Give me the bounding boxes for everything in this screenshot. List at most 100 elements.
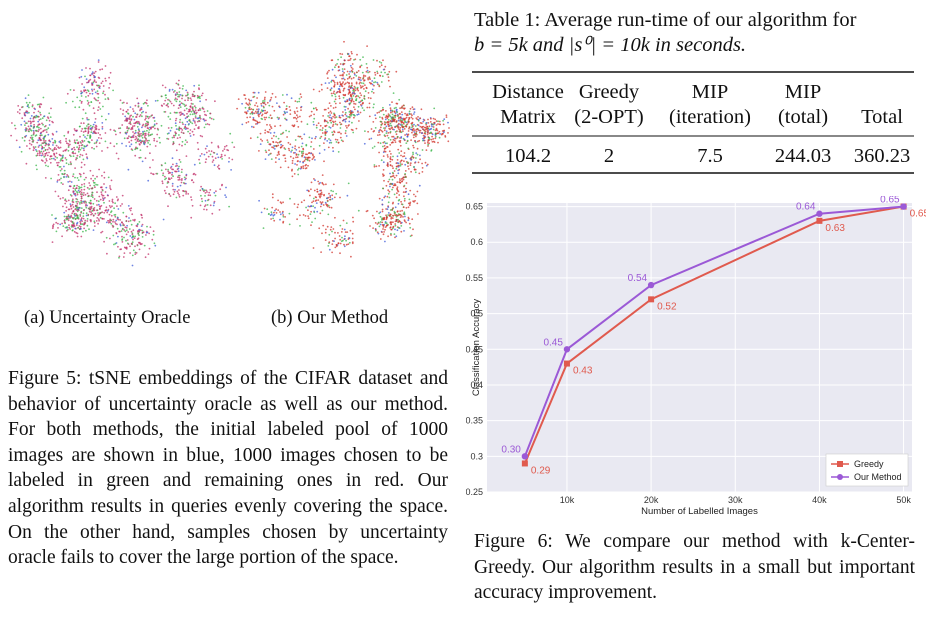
tsne-point bbox=[28, 147, 31, 150]
tsne-point bbox=[383, 150, 386, 153]
tsne-point bbox=[428, 125, 431, 128]
tsne-point bbox=[439, 123, 442, 126]
tsne-point bbox=[388, 178, 391, 181]
tsne-point bbox=[117, 235, 119, 238]
tsne-point bbox=[176, 190, 179, 193]
marker bbox=[521, 460, 528, 467]
tsne-point bbox=[71, 229, 74, 232]
tsne-point bbox=[351, 232, 354, 235]
tsne-point bbox=[79, 215, 82, 217]
tsne-point bbox=[81, 117, 84, 120]
tsne-point bbox=[133, 118, 136, 121]
tsne-point bbox=[119, 205, 122, 207]
tsne-point bbox=[141, 136, 144, 139]
tsne-point bbox=[174, 97, 177, 100]
tsne-point bbox=[371, 90, 373, 93]
tsne-point bbox=[149, 152, 151, 155]
tsne-point bbox=[30, 121, 32, 123]
tsne-point bbox=[331, 251, 333, 254]
y-tick-label: 0.45 bbox=[466, 344, 483, 354]
tsne-point bbox=[395, 133, 398, 136]
tsne-point bbox=[426, 133, 429, 136]
tsne-point bbox=[59, 197, 62, 200]
tsne-point bbox=[93, 220, 96, 223]
tsne-point bbox=[312, 121, 315, 123]
tsne-point bbox=[431, 125, 433, 128]
tsne-point bbox=[346, 70, 349, 73]
tsne-point bbox=[319, 124, 322, 127]
tsne-point bbox=[101, 122, 104, 124]
tsne-point bbox=[348, 59, 351, 61]
tsne-point bbox=[403, 199, 406, 202]
tsne-point bbox=[99, 198, 102, 201]
tsne-point bbox=[65, 200, 68, 203]
tsne-point bbox=[142, 123, 145, 126]
tsne-point bbox=[74, 167, 76, 170]
tsne-point bbox=[277, 118, 280, 120]
tsne-point bbox=[345, 135, 348, 137]
tsne-point bbox=[138, 135, 140, 138]
tsne-point bbox=[269, 132, 272, 134]
tsne-point bbox=[138, 248, 141, 251]
tsne-point bbox=[311, 158, 314, 161]
tsne-point bbox=[281, 144, 284, 147]
tsne-point bbox=[148, 128, 151, 131]
tsne-point bbox=[113, 214, 116, 216]
tsne-point bbox=[95, 127, 98, 130]
tsne-point bbox=[78, 207, 81, 209]
tsne-point bbox=[315, 126, 318, 129]
tsne-point bbox=[435, 120, 438, 122]
tsne-point bbox=[303, 156, 306, 159]
tsne-point bbox=[399, 210, 402, 213]
tsne-point bbox=[24, 128, 27, 131]
tsne-point bbox=[385, 184, 388, 187]
tsne-point bbox=[275, 208, 277, 211]
tsne-point bbox=[146, 231, 149, 234]
tsne-point bbox=[83, 183, 86, 185]
tsne-point bbox=[167, 102, 169, 105]
tsne-point bbox=[299, 135, 302, 138]
tsne-point bbox=[91, 196, 94, 199]
tsne-point bbox=[133, 132, 136, 135]
tsne-point bbox=[77, 209, 80, 212]
tsne-point bbox=[43, 139, 45, 142]
tsne-point bbox=[69, 161, 72, 164]
tsne-point bbox=[169, 118, 172, 120]
tsne-point bbox=[279, 213, 282, 216]
tsne-point bbox=[61, 235, 63, 238]
tsne-point bbox=[399, 179, 401, 182]
tsne-point bbox=[398, 168, 401, 171]
tsne-point bbox=[376, 112, 379, 114]
tsne-point bbox=[100, 137, 103, 140]
tsne-point bbox=[321, 209, 324, 212]
tsne-point bbox=[194, 173, 197, 176]
tsne-point bbox=[126, 239, 129, 241]
tsne-point bbox=[192, 118, 195, 120]
tsne-point bbox=[81, 193, 83, 196]
tsne-point bbox=[146, 120, 148, 123]
tsne-point bbox=[386, 208, 389, 211]
tsne-point bbox=[254, 119, 257, 122]
tsne-point bbox=[273, 109, 276, 112]
tsne-point bbox=[23, 113, 26, 116]
tsne-point bbox=[110, 222, 113, 225]
tsne-point bbox=[365, 63, 368, 65]
tsne-point bbox=[249, 103, 252, 106]
tsne-point bbox=[106, 146, 109, 149]
tsne-point bbox=[339, 238, 342, 241]
tsne-point bbox=[105, 221, 108, 224]
tsne-point bbox=[385, 132, 388, 135]
tsne-point bbox=[172, 91, 175, 93]
tsne-point bbox=[412, 228, 414, 231]
tsne-point bbox=[396, 111, 398, 114]
tsne-point bbox=[144, 136, 146, 139]
tsne-point bbox=[152, 126, 154, 128]
tsne-point bbox=[284, 112, 286, 115]
tsne-point bbox=[128, 141, 131, 144]
tsne-point bbox=[189, 135, 192, 137]
tsne-point bbox=[152, 233, 155, 236]
tsne-point bbox=[374, 71, 376, 74]
tsne-point bbox=[342, 140, 344, 143]
tsne-point bbox=[385, 216, 388, 219]
